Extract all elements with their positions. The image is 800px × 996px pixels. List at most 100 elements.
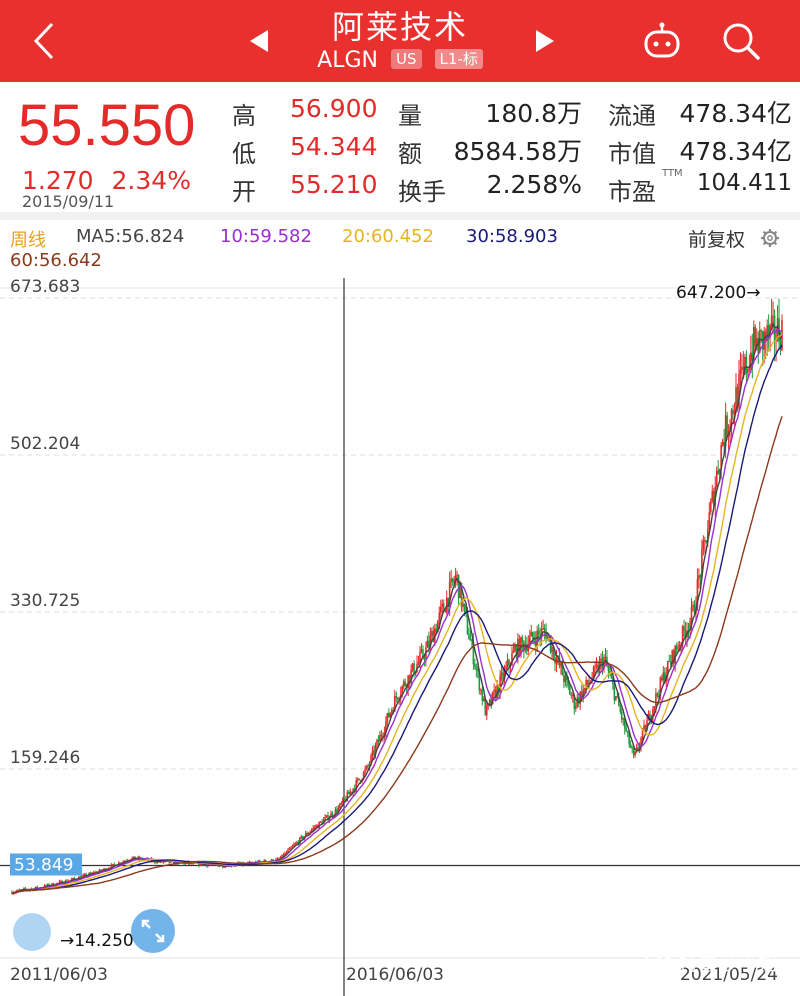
candle-body bbox=[419, 652, 421, 662]
candle-body bbox=[258, 860, 261, 862]
candle-body bbox=[72, 878, 74, 880]
candle-body bbox=[58, 881, 61, 883]
candle-body bbox=[626, 731, 629, 733]
ma30-legend: 30:58.903 bbox=[466, 226, 558, 247]
candle-body bbox=[352, 788, 355, 793]
candle-body bbox=[705, 540, 708, 543]
candle-body bbox=[735, 387, 737, 413]
candle-body bbox=[411, 663, 414, 671]
candle-body bbox=[468, 634, 470, 640]
candle-body bbox=[17, 889, 19, 892]
candle-body bbox=[659, 677, 662, 697]
candle-body bbox=[577, 697, 580, 704]
quote-panel: 55.550 1.270 2.34% 2015/09/11 高 56.900 低… bbox=[0, 82, 800, 214]
shrink-icon[interactable] bbox=[12, 912, 52, 952]
candle-body bbox=[431, 631, 433, 636]
ticker-symbol: ALGN bbox=[317, 48, 378, 73]
y-tick-label: 673.683 bbox=[10, 277, 80, 297]
candle-body bbox=[494, 689, 497, 699]
top-bar: 阿莱技术 ALGN US L1-标 bbox=[0, 0, 800, 82]
candle-body bbox=[566, 675, 568, 681]
next-stock-icon[interactable] bbox=[530, 27, 558, 55]
wechat-icon bbox=[646, 949, 673, 971]
candle-body bbox=[46, 884, 49, 887]
candle-body bbox=[595, 664, 598, 667]
candle-body bbox=[702, 540, 705, 550]
candle-body bbox=[356, 778, 359, 781]
candle-body bbox=[490, 699, 493, 704]
candle-body bbox=[377, 739, 380, 742]
candle-body bbox=[347, 792, 350, 795]
candle-body bbox=[594, 666, 596, 668]
candle-body bbox=[506, 659, 509, 667]
high-label: 高 bbox=[232, 102, 256, 130]
y-tick-label: 159.246 bbox=[10, 748, 80, 768]
candle-body bbox=[82, 874, 85, 877]
candle-body bbox=[408, 675, 411, 683]
ma60-line bbox=[11, 416, 783, 895]
candle-body bbox=[313, 827, 316, 829]
candle-body bbox=[110, 864, 113, 869]
candle-body bbox=[730, 409, 733, 427]
candle-body bbox=[282, 854, 285, 857]
ma20-legend: 20:60.452 bbox=[342, 226, 434, 247]
candle-body bbox=[481, 689, 484, 701]
candle-body bbox=[435, 628, 438, 633]
candle-body bbox=[745, 356, 748, 374]
candle-body bbox=[604, 656, 607, 658]
candle-body bbox=[413, 663, 415, 675]
back-arrow-icon[interactable] bbox=[22, 16, 72, 66]
candle-body bbox=[309, 831, 312, 834]
candle-body bbox=[739, 370, 742, 374]
candle-body bbox=[586, 679, 589, 685]
ma60-legend: 60:56.642 bbox=[10, 250, 102, 271]
candle-body bbox=[543, 628, 546, 631]
candle-body bbox=[773, 315, 776, 342]
candle-body bbox=[632, 748, 635, 755]
candle-body bbox=[270, 859, 273, 862]
min-price-label: →14.250 bbox=[60, 931, 134, 951]
candle-body bbox=[644, 725, 647, 731]
candle-body bbox=[684, 631, 687, 638]
candle-body bbox=[564, 675, 567, 683]
candle-body bbox=[218, 865, 221, 867]
prev-stock-icon[interactable] bbox=[246, 27, 274, 55]
adjust-mode[interactable]: 前复权 bbox=[688, 229, 746, 251]
expand-icon[interactable] bbox=[130, 908, 176, 954]
candle-body bbox=[748, 368, 751, 370]
candle-body bbox=[741, 366, 743, 371]
candle-body bbox=[123, 860, 126, 862]
kline-chart[interactable]: 673.683 502.204 330.725 159.246 53.849 647.20… bbox=[0, 276, 800, 996]
ma-lines bbox=[11, 321, 783, 895]
section-divider bbox=[0, 212, 800, 220]
candle-body bbox=[432, 631, 435, 643]
candle-body bbox=[671, 650, 674, 665]
candle-body bbox=[438, 612, 441, 622]
gear-icon[interactable] bbox=[760, 228, 780, 248]
candle-body bbox=[472, 641, 475, 665]
candle-body bbox=[753, 327, 755, 361]
candle-body bbox=[618, 697, 620, 707]
candle-body bbox=[374, 745, 377, 755]
period-selector[interactable]: 周线 bbox=[10, 230, 46, 251]
x-tick-label: 2016/06/03 bbox=[346, 965, 444, 985]
candle-body bbox=[450, 578, 452, 582]
candle-body bbox=[349, 791, 352, 795]
candle-body bbox=[460, 582, 463, 607]
candle-body bbox=[653, 706, 656, 710]
open-value: 55.210 bbox=[290, 170, 378, 199]
candle-body bbox=[580, 691, 583, 699]
candle-body bbox=[66, 880, 68, 883]
candle-body bbox=[442, 603, 445, 610]
candle-body bbox=[772, 315, 774, 317]
candle-body bbox=[359, 780, 362, 782]
candle-body bbox=[353, 788, 356, 791]
candle-body bbox=[514, 646, 516, 651]
candle-body bbox=[474, 664, 476, 667]
candle-body bbox=[319, 821, 322, 823]
candle-body bbox=[376, 739, 378, 746]
candle-body bbox=[300, 836, 303, 838]
candle-body bbox=[493, 689, 495, 692]
robot-icon[interactable] bbox=[640, 20, 684, 64]
search-icon[interactable] bbox=[718, 18, 764, 64]
